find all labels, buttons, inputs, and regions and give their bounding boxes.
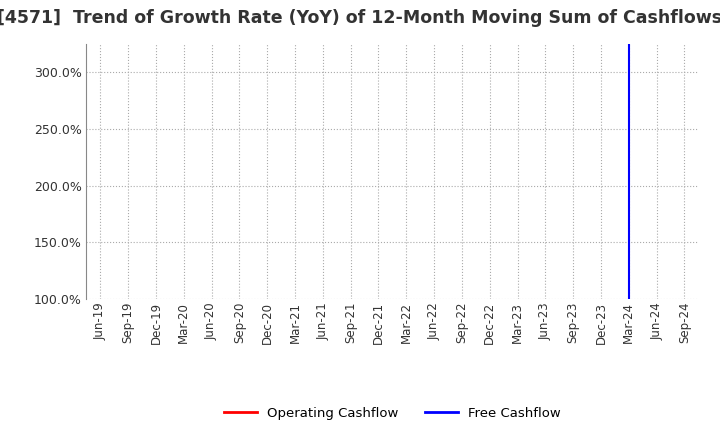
Text: [4571]  Trend of Growth Rate (YoY) of 12-Month Moving Sum of Cashflows: [4571] Trend of Growth Rate (YoY) of 12-… <box>0 9 720 27</box>
Legend: Operating Cashflow, Free Cashflow: Operating Cashflow, Free Cashflow <box>218 402 567 425</box>
